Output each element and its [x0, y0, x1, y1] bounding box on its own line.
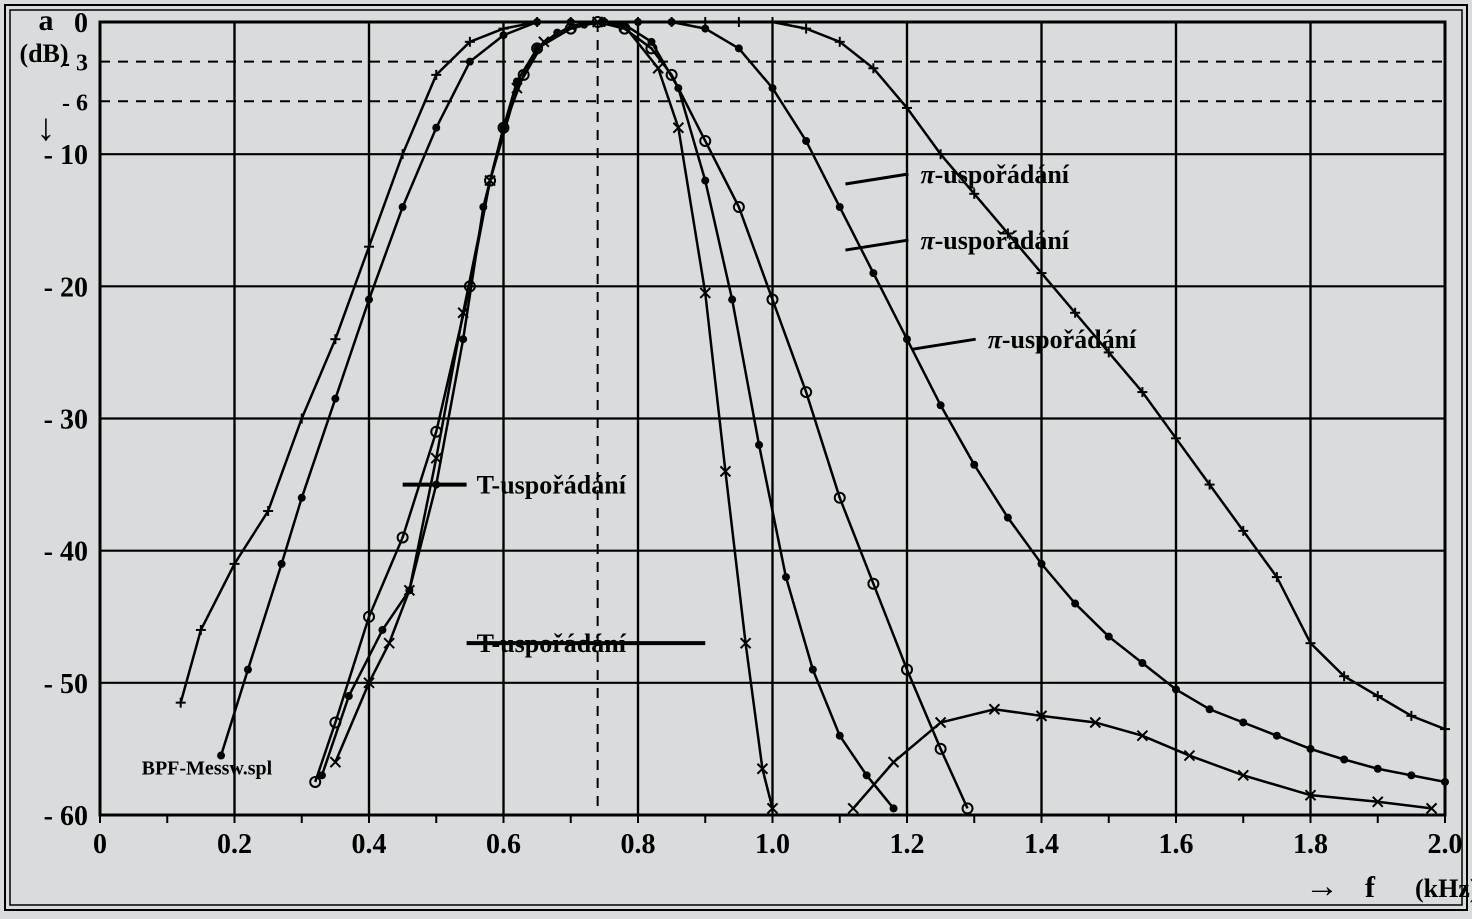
svg-text:π-uspořádání: π-uspořádání — [920, 226, 1069, 255]
svg-text:- 20: - 20 — [44, 272, 88, 303]
svg-text:0: 0 — [74, 8, 88, 39]
svg-text:1.8: 1.8 — [1293, 829, 1328, 860]
svg-text:- 6: - 6 — [62, 90, 88, 116]
svg-text:T-uspořádání: T-uspořádání — [477, 629, 627, 658]
filter-response-chart: 00.20.40.60.81.01.21.41.61.82.00- 10- 20… — [0, 0, 1472, 919]
svg-text:0.2: 0.2 — [217, 829, 252, 860]
svg-text:0: 0 — [93, 829, 107, 860]
svg-text:1.6: 1.6 — [1159, 829, 1194, 860]
svg-text:0.8: 0.8 — [621, 829, 656, 860]
svg-text:1.4: 1.4 — [1024, 829, 1059, 860]
svg-text:1.0: 1.0 — [755, 829, 790, 860]
svg-text:- 60: - 60 — [44, 801, 88, 832]
svg-text:0.4: 0.4 — [352, 829, 387, 860]
svg-text:1.2: 1.2 — [890, 829, 925, 860]
svg-text:a: a — [39, 4, 54, 37]
svg-text:2.0: 2.0 — [1428, 829, 1463, 860]
svg-text:(dB): (dB) — [19, 39, 68, 68]
svg-text:0.6: 0.6 — [486, 829, 521, 860]
svg-text:(kHz): (kHz) — [1415, 874, 1472, 903]
svg-text:- 50: - 50 — [44, 669, 88, 700]
svg-text:- 40: - 40 — [44, 537, 88, 568]
svg-text:- 30: - 30 — [44, 405, 88, 436]
svg-text:T-uspořádání: T-uspořádání — [477, 471, 627, 500]
svg-text:π-uspořádání: π-uspořádání — [988, 325, 1137, 354]
svg-text:↓: ↓ — [37, 107, 56, 149]
svg-text:f: f — [1365, 871, 1376, 904]
svg-text:→: → — [1305, 868, 1339, 905]
svg-text:BPF-Messw.spl: BPF-Messw.spl — [142, 758, 273, 780]
svg-text:π-uspořádání: π-uspořádání — [920, 160, 1069, 189]
